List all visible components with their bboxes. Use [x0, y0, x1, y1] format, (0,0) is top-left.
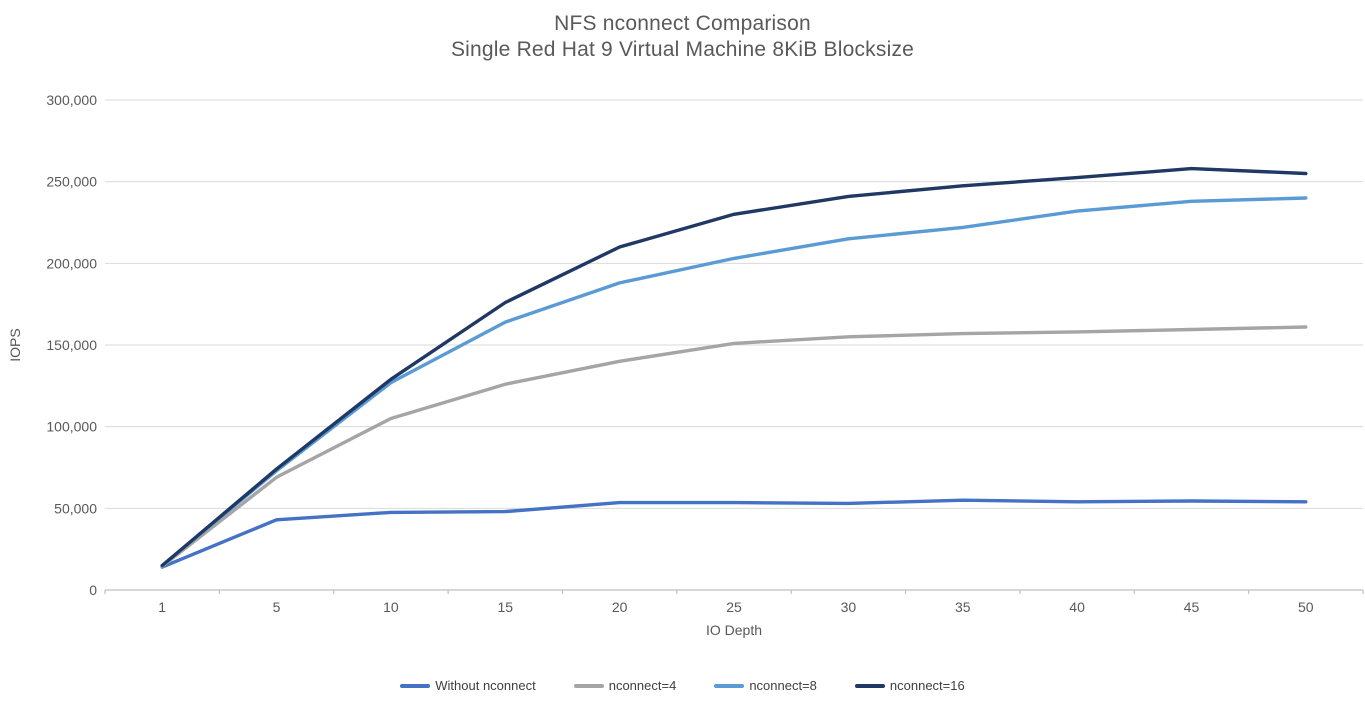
x-tick-label: 30 [841, 599, 857, 615]
x-tick-label: 1 [158, 599, 166, 615]
series-line-nconnect-8 [160, 196, 1308, 568]
series-line-nconnect-4 [160, 325, 1308, 568]
legend-label: Without nconnect [435, 678, 536, 693]
chart-title: NFS nconnect Comparison Single Red Hat 9… [0, 11, 1365, 63]
x-tick-label: 5 [273, 599, 281, 615]
legend-swatch [573, 683, 604, 688]
plot-area: 0 50,000 100,000 150,000 200,000 250,000 300,0… [7, 92, 1364, 638]
x-tick-label: 15 [497, 599, 513, 615]
legend-label: nconnect=8 [749, 678, 817, 693]
x-tick-label: 50 [1298, 599, 1314, 615]
y-tick-label: 250,000 [46, 174, 97, 190]
chart-title-line1: NFS nconnect Comparison [554, 12, 811, 35]
x-tick-label: 40 [1069, 599, 1085, 615]
legend-label: nconnect=4 [608, 678, 677, 693]
legend-label: nconnect=16 [889, 678, 965, 693]
legend-swatch [400, 683, 431, 688]
legend-item-nconnect-8: nconnect=8 [714, 678, 817, 693]
legend-item-nconnect-4: nconnect=4 [573, 678, 677, 693]
legend-item-without-nconnect: Without nconnect [400, 678, 536, 693]
y-tick-label: 0 [89, 582, 97, 598]
x-tick-label: 25 [726, 599, 742, 615]
legend: Without nconnect nconnect=4 nconnect=8 ncon… [0, 678, 1365, 693]
series-line-without-nconnect [160, 498, 1308, 569]
x-axis-title: IO Depth [706, 622, 762, 638]
y-tick-label: 50,000 [54, 500, 97, 516]
x-tick-label: 20 [612, 599, 628, 615]
legend-swatch [854, 683, 885, 688]
x-tick-label: 10 [383, 599, 399, 615]
y-tick-label: 100,000 [46, 419, 97, 435]
y-axis-title: IOPS [7, 328, 23, 361]
legend-swatch [714, 683, 745, 688]
x-tick-label: 35 [955, 599, 971, 615]
series-line-nconnect-16 [160, 166, 1308, 568]
chart-title-line2: Single Red Hat 9 Virtual Machine 8KiB Bl… [450, 38, 915, 61]
y-tick-label: 300,000 [46, 92, 97, 108]
x-tick-label: 45 [1184, 599, 1200, 615]
y-tick-label: 200,000 [46, 255, 97, 271]
legend-item-nconnect-16: nconnect=16 [854, 678, 965, 693]
y-tick-label: 150,000 [46, 337, 97, 353]
